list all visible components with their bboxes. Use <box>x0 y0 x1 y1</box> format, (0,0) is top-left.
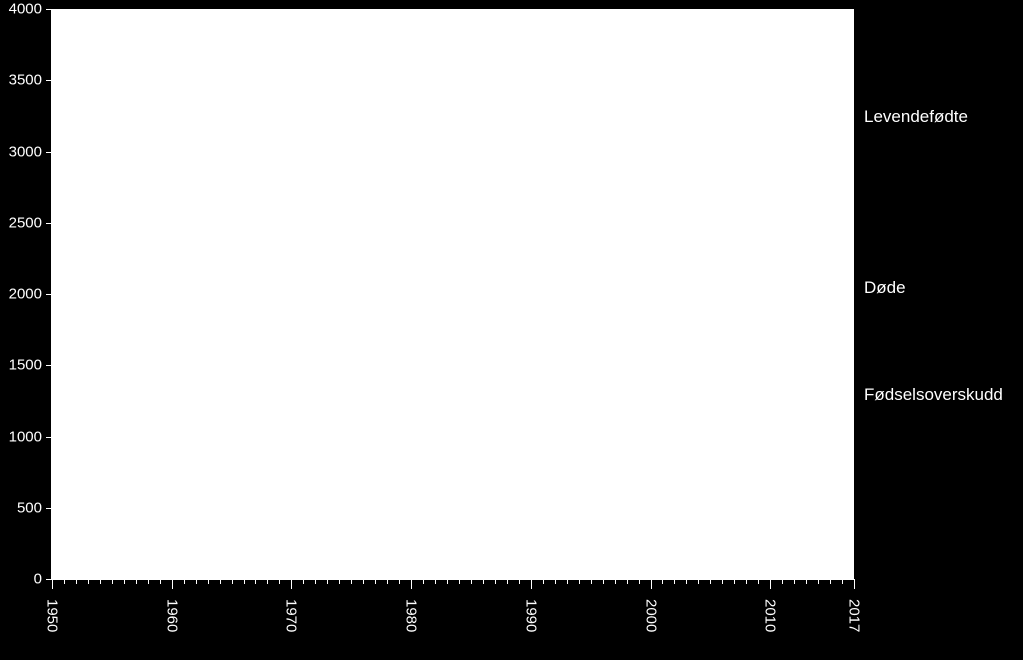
x-minor-tick <box>662 579 663 584</box>
x-tick-label: 1960 <box>163 599 180 632</box>
x-minor-tick <box>351 579 352 584</box>
x-minor-tick <box>471 579 472 584</box>
x-minor-tick <box>148 579 149 584</box>
x-tick-label: 2000 <box>642 599 659 632</box>
x-minor-tick <box>674 579 675 584</box>
x-major-tick <box>172 579 173 589</box>
x-minor-tick <box>734 579 735 584</box>
x-minor-tick <box>279 579 280 584</box>
y-tick-label: 2500 <box>0 214 42 231</box>
x-minor-tick <box>327 579 328 584</box>
x-major-tick <box>291 579 292 589</box>
x-minor-tick <box>124 579 125 584</box>
y-tick-label: 0 <box>0 571 42 588</box>
series-label-levendefodte: Levendefødte <box>864 107 968 127</box>
x-minor-tick <box>220 579 221 584</box>
x-minor-tick <box>447 579 448 584</box>
y-tick <box>46 365 52 366</box>
x-major-tick <box>531 579 532 589</box>
x-minor-tick <box>579 579 580 584</box>
x-minor-tick <box>722 579 723 584</box>
x-minor-tick <box>627 579 628 584</box>
x-minor-tick <box>746 579 747 584</box>
x-minor-tick <box>435 579 436 584</box>
x-tick-label: 1980 <box>403 599 420 632</box>
x-minor-tick <box>100 579 101 584</box>
x-tick-label: 1990 <box>522 599 539 632</box>
x-minor-tick <box>459 579 460 584</box>
y-tick-label: 2000 <box>0 286 42 303</box>
x-minor-tick <box>64 579 65 584</box>
series-label-fodselsoverskudd: Fødselsoverskudd <box>864 385 1003 405</box>
x-minor-tick <box>267 579 268 584</box>
y-tick-label: 1500 <box>0 357 42 374</box>
x-minor-tick <box>255 579 256 584</box>
x-minor-tick <box>603 579 604 584</box>
x-minor-tick <box>375 579 376 584</box>
chart-container: 0 500 1000 1500 2000 2500 3000 3500 4000… <box>0 0 1023 660</box>
x-minor-tick <box>363 579 364 584</box>
x-minor-tick <box>782 579 783 584</box>
x-minor-tick <box>507 579 508 584</box>
y-tick <box>46 508 52 509</box>
x-minor-tick <box>339 579 340 584</box>
x-minor-tick <box>303 579 304 584</box>
x-minor-tick <box>639 579 640 584</box>
x-minor-tick <box>208 579 209 584</box>
x-minor-tick <box>387 579 388 584</box>
x-minor-tick <box>615 579 616 584</box>
series-label-dode: Døde <box>864 278 906 298</box>
x-minor-tick <box>543 579 544 584</box>
x-minor-tick <box>76 579 77 584</box>
x-minor-tick <box>519 579 520 584</box>
x-minor-tick <box>758 579 759 584</box>
x-minor-tick <box>88 579 89 584</box>
x-minor-tick <box>483 579 484 584</box>
y-tick <box>46 223 52 224</box>
x-minor-tick <box>495 579 496 584</box>
y-tick-label: 3000 <box>0 143 42 160</box>
y-tick-label: 3500 <box>0 72 42 89</box>
x-minor-tick <box>794 579 795 584</box>
x-minor-tick <box>423 579 424 584</box>
x-major-tick <box>411 579 412 589</box>
x-minor-tick <box>184 579 185 584</box>
x-tick-label: 2010 <box>762 599 779 632</box>
x-major-tick <box>854 579 855 589</box>
x-minor-tick <box>112 579 113 584</box>
x-minor-tick <box>567 579 568 584</box>
x-minor-tick <box>806 579 807 584</box>
y-tick <box>46 152 52 153</box>
x-minor-tick <box>196 579 197 584</box>
x-minor-tick <box>686 579 687 584</box>
y-tick-label: 1000 <box>0 428 42 445</box>
x-major-tick <box>651 579 652 589</box>
y-tick <box>46 9 52 10</box>
plot-area <box>52 9 854 579</box>
x-major-tick <box>770 579 771 589</box>
x-minor-tick <box>244 579 245 584</box>
x-minor-tick <box>830 579 831 584</box>
y-tick-label: 500 <box>0 499 42 516</box>
y-tick <box>46 80 52 81</box>
x-tick-label: 2017 <box>846 599 863 632</box>
x-minor-tick <box>555 579 556 584</box>
x-minor-tick <box>842 579 843 584</box>
x-minor-tick <box>232 579 233 584</box>
x-minor-tick <box>399 579 400 584</box>
y-tick <box>46 294 52 295</box>
x-minor-tick <box>160 579 161 584</box>
x-minor-tick <box>591 579 592 584</box>
x-minor-tick <box>315 579 316 584</box>
x-minor-tick <box>818 579 819 584</box>
x-tick-label: 1950 <box>44 599 61 632</box>
x-major-tick <box>52 579 53 589</box>
y-tick <box>46 437 52 438</box>
y-tick-label: 4000 <box>0 1 42 18</box>
x-minor-tick <box>698 579 699 584</box>
x-tick-label: 1970 <box>283 599 300 632</box>
x-minor-tick <box>136 579 137 584</box>
x-minor-tick <box>710 579 711 584</box>
